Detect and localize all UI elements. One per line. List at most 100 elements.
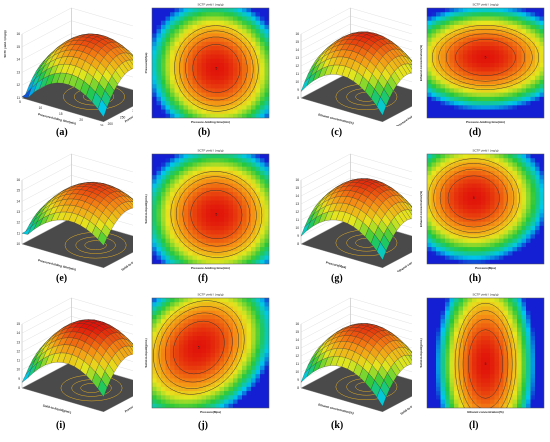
panel-label-l: (l): [469, 420, 479, 431]
x-tick-a-0: 5: [19, 100, 21, 104]
contour-line-b-1: [185, 36, 248, 101]
z-tick-g-1: 9: [297, 234, 299, 238]
panel-label-c: (c): [331, 127, 343, 138]
contour-line-b-0: [192, 44, 241, 93]
z-tick-a-4: 15: [16, 45, 20, 49]
z-tick-g-4: 12: [295, 210, 299, 214]
z-tick-k-4: 12: [295, 354, 299, 358]
surface-plot-k: 8 9 10 11 12 13 14 15 16 Ethanol concentration(%)…: [279, 290, 412, 416]
z-tick-c-0: 8: [297, 96, 299, 100]
design-point-j: 5: [198, 346, 200, 350]
panel-label-f: (f): [198, 273, 208, 284]
panel-label-d: (d): [469, 127, 482, 138]
x-axis-label-i: Solid-to-liquid(g/mL): [42, 403, 71, 414]
contour-line-f-0: [190, 190, 243, 239]
z-tick-c-8: 16: [295, 32, 299, 36]
z-tick-i-1: 9: [18, 377, 20, 381]
z-tick-g-7: 15: [295, 186, 299, 190]
y-axis-label-b: Pressure(Mpa): [144, 53, 148, 74]
y-axis-label-d: Ethanol concentration(%): [419, 45, 423, 81]
contour-plot-j: 5 SCTF yield / (mg/g) Pressure(Mpa) Solid-t…: [143, 290, 273, 416]
z-tick-a-5: 16: [16, 32, 20, 36]
contour-line-j-1: [165, 312, 233, 383]
surface-plot-a: 11 12 13 14 15 16 Pressure-holding time(min) Pr…: [0, 0, 133, 126]
x-axis-label-f: Pressure-holding time(min): [191, 266, 230, 270]
z-tick-k-0: 8: [297, 386, 299, 390]
z-tick-k-6: 14: [295, 338, 299, 342]
contour-title-l: SCTF yield / (mg/g): [472, 293, 498, 297]
contour-line-j-0: [172, 320, 225, 375]
z-tick-g-5: 13: [295, 202, 299, 206]
z-tick-g-2: 10: [295, 226, 299, 230]
z-tick-c-7: 15: [295, 40, 299, 44]
surface-plot-c: 8 9 10 11 12 13 14 15 16 Ethanol concentration(%)…: [279, 0, 412, 126]
x-axis-label-c: Ethanol concentration(%): [318, 113, 354, 126]
contour-plot-f: 5 SCTF yield / (mg/g) Pressure-holding tim…: [143, 146, 273, 272]
y-axis-label-f: Solid-to-liquid(g/mL): [144, 194, 148, 223]
z-tick-c-1: 9: [297, 88, 299, 92]
contour-line-l-1: [462, 318, 509, 408]
contour-line-b-2: [179, 30, 254, 107]
design-point-b: 5: [215, 67, 217, 71]
z-tick-g-6: 14: [295, 194, 299, 198]
z-axis-label-a: SCTF yield / (mg/g): [3, 30, 7, 57]
z-tick-a-2: 13: [16, 70, 20, 74]
y-tick-a-2: 300: [132, 109, 133, 113]
surface-plot-e: 10 11 12 13 14 15 16 Pressure-holding time(min)…: [0, 146, 133, 272]
panel-label-i: (i): [56, 420, 66, 431]
contour-plot-d: 5 SCTF yield / (mg/g) Pressure-holding tim…: [418, 0, 548, 126]
design-point-l: 5: [485, 362, 487, 366]
z-tick-i-0: 8: [18, 386, 20, 390]
x-tick-a-2: 15: [59, 112, 63, 116]
y-axis-label-j: Solid-to-liquid(g/mL): [144, 338, 148, 367]
z-tick-e-4: 14: [16, 199, 20, 203]
z-tick-i-6: 14: [16, 331, 20, 335]
x-axis-label-d: Pressure-holding time(min): [466, 120, 505, 124]
contour-line-f-3: [170, 171, 263, 258]
z-tick-e-1: 11: [17, 231, 21, 235]
panel-label-k: (k): [331, 420, 344, 431]
design-point-h: 5: [473, 196, 475, 200]
surface-plot-i: 8 9 10 11 12 13 14 15 Solid-to-liquid(g/mL) Press…: [0, 290, 133, 416]
z-tick-i-2: 10: [16, 368, 20, 372]
contour-line-l-2: [458, 310, 513, 408]
z-tick-k-1: 9: [297, 378, 299, 382]
panel-label-b: (b): [198, 127, 211, 138]
surface-plot-g: 8 9 10 11 12 13 14 15 16 Pressure(Mpa) Ethanol con…: [279, 146, 412, 272]
z-tick-a-0: 11: [17, 96, 21, 100]
design-point-d: 5: [485, 56, 487, 60]
panel-label-g: (g): [331, 273, 343, 284]
contour-line-l-3: [454, 302, 517, 408]
x-tick-a-4: 25: [100, 124, 104, 126]
z-tick-c-5: 13: [295, 56, 299, 60]
y-axis-label-h: Ethanol concentration(%): [419, 191, 423, 227]
contour-line-d-3: [432, 25, 539, 90]
z-tick-e-3: 13: [16, 210, 20, 214]
contour-plot-b: 5 SCTF yield / (mg/g) Pressure-holding tim…: [143, 0, 273, 126]
panel-label-e: (e): [56, 273, 68, 284]
y-axis-label-i: Pressure(Mpa): [124, 398, 133, 413]
x-axis-label-l: Ethanol concentration(%): [467, 410, 503, 414]
y-tick-a-1: 250: [120, 115, 126, 119]
x-tick-a-3: 20: [79, 118, 83, 122]
z-tick-g-0: 8: [297, 242, 299, 246]
contour-line-h-2: [433, 163, 515, 233]
contour-title-b: SCTF yield / (mg/g): [197, 3, 223, 7]
contour-line-l-0: [468, 329, 503, 399]
contour-plot-h: 5 SCTF yield / (mg/g) Pressure(Mpa) Ethanol…: [418, 146, 548, 272]
z-tick-k-8: 16: [295, 322, 299, 326]
z-tick-e-5: 15: [16, 189, 20, 193]
panel-label-j: (j): [198, 420, 208, 431]
z-tick-c-3: 11: [296, 72, 300, 76]
contour-title-h: SCTF yield / (mg/g): [472, 149, 498, 153]
z-tick-e-2: 12: [16, 221, 20, 225]
z-tick-k-5: 13: [295, 346, 299, 350]
z-tick-a-3: 14: [16, 58, 20, 62]
x-axis-label-j: Pressure(Mpa): [200, 410, 221, 414]
z-tick-a-1: 12: [16, 83, 20, 87]
z-tick-i-7: 15: [16, 322, 20, 326]
z-tick-e-0: 10: [16, 242, 20, 246]
panel-label-a: (a): [56, 127, 68, 138]
contour-line-h-3: [427, 158, 520, 238]
